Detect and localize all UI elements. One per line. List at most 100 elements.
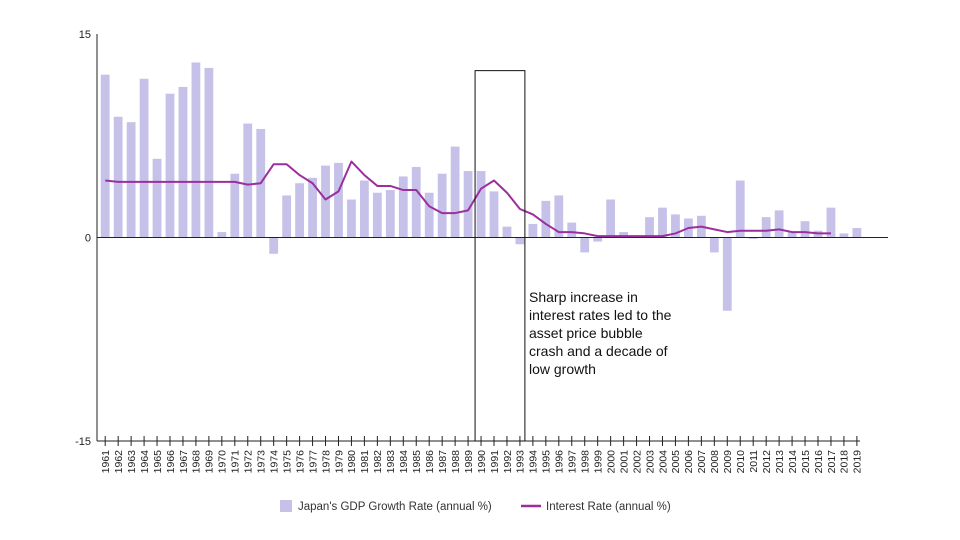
annotation-line-2: interest rates led to the — [529, 307, 672, 323]
x-tick-label-1964: 1964 — [139, 450, 151, 474]
x-tick-label-1968: 1968 — [191, 450, 203, 474]
x-tick-label-1972: 1972 — [243, 450, 255, 474]
gdp-bar-1980 — [347, 199, 356, 238]
gdp-bar-1999 — [593, 237, 603, 242]
x-tick-label-1988: 1988 — [450, 450, 462, 474]
x-tick-label-2017: 2017 — [826, 450, 838, 474]
x-tick-label-1986: 1986 — [424, 450, 436, 474]
gdp-bar-1993 — [515, 237, 525, 245]
x-tick-label-2014: 2014 — [787, 450, 799, 474]
x-tick-label-1999: 1999 — [592, 450, 604, 474]
x-tick-label-1991: 1991 — [489, 450, 501, 474]
gdp-bar-1977 — [308, 177, 317, 238]
gdp-bar-1984 — [398, 176, 408, 238]
gdp-bar-1997 — [567, 222, 577, 238]
interest-rate-line-group — [105, 160, 831, 238]
gdp-bar-1983 — [385, 190, 395, 238]
gdp-bar-2014 — [787, 232, 797, 238]
x-tick-label-1979: 1979 — [333, 450, 345, 474]
gdp-bar-1998 — [580, 237, 590, 253]
x-tick-label-1961: 1961 — [100, 450, 112, 474]
gdp-bar-1961 — [100, 74, 110, 238]
x-tick-label-1990: 1990 — [476, 450, 488, 474]
x-tick-label-2005: 2005 — [670, 450, 682, 474]
x-tick-label-2003: 2003 — [644, 450, 656, 474]
x-tick-label-2018: 2018 — [839, 450, 851, 474]
gdp-bar-1972 — [243, 123, 253, 238]
gdp-bar-1988 — [450, 146, 460, 238]
x-tick-label-2010: 2010 — [735, 450, 747, 474]
x-tick-label-1993: 1993 — [515, 450, 527, 474]
gdp-bar-1971 — [230, 173, 240, 238]
x-tick-label-1980: 1980 — [346, 450, 358, 474]
gdp-bar-2017 — [826, 207, 836, 238]
x-tick-label-1985: 1985 — [411, 450, 423, 474]
y-tick-label-0: 0 — [85, 233, 91, 245]
x-tick-label-1967: 1967 — [178, 450, 190, 474]
gdp-bar-2005 — [671, 214, 680, 238]
x-tick-label-2000: 2000 — [605, 450, 617, 474]
gdp-bar-1982 — [372, 192, 382, 238]
gdp-bar-2008 — [709, 237, 719, 253]
x-tick-label-1987: 1987 — [437, 450, 449, 474]
x-tick-label-2012: 2012 — [761, 450, 773, 474]
gdp-bar-1965 — [152, 158, 162, 238]
gdp-bar-1985 — [411, 166, 421, 238]
gdp-bar-2004 — [658, 207, 667, 238]
annotation-text: Sharp increase in interest rates led to t… — [529, 289, 672, 377]
gdp-bar-1996 — [554, 195, 564, 238]
gdp-bar-1966 — [165, 93, 175, 238]
x-tick-label-1994: 1994 — [528, 450, 540, 474]
x-tick-label-1983: 1983 — [385, 450, 397, 474]
x-tick-label-1992: 1992 — [502, 450, 514, 474]
gdp-bar-1963 — [126, 122, 136, 238]
gdp-bar-1974 — [269, 237, 279, 254]
x-tick-label-1969: 1969 — [204, 450, 216, 474]
legend-label-interest: Interest Rate (annual %) — [546, 501, 671, 513]
gdp-bar-1990 — [476, 171, 486, 238]
x-tick-label-1996: 1996 — [554, 450, 566, 474]
x-tick-label-1975: 1975 — [281, 450, 293, 474]
x-tick-label-1976: 1976 — [294, 450, 306, 474]
legend-label-gdp: Japan's GDP Growth Rate (annual %) — [298, 501, 492, 513]
x-tick-label-2015: 2015 — [800, 450, 812, 474]
gdp-bar-2019 — [852, 228, 862, 238]
x-tick-label-2001: 2001 — [618, 450, 630, 474]
gdp-bar-1962 — [113, 116, 123, 238]
x-tick-label-1982: 1982 — [372, 450, 384, 474]
gdp-bar-1969 — [204, 67, 214, 238]
x-tick-label-1963: 1963 — [126, 450, 138, 474]
x-tick-label-1978: 1978 — [320, 450, 332, 474]
annotation-line-4: crash and a decade of — [529, 343, 668, 359]
gdp-bar-1994 — [528, 223, 538, 238]
x-tick-label-1984: 1984 — [398, 450, 410, 474]
x-tick-label-2019: 2019 — [852, 450, 864, 474]
x-tick-label-2016: 2016 — [813, 450, 825, 474]
gdp-bar-2009 — [722, 237, 732, 311]
legend-swatch-gdp — [280, 500, 292, 512]
annotation-line-5: low growth — [529, 361, 596, 377]
gdp-bar-1970 — [217, 232, 227, 238]
x-tick-label-2009: 2009 — [722, 450, 734, 474]
gdp-bar-2012 — [761, 217, 771, 238]
x-tick-label-1977: 1977 — [307, 450, 319, 474]
gdp-bar-1978 — [321, 165, 330, 238]
interest-rate-line — [105, 160, 831, 238]
gdp-bar-1968 — [191, 62, 201, 238]
x-tick-label-1971: 1971 — [230, 450, 242, 474]
x-tick-label-1995: 1995 — [541, 450, 553, 474]
gdp-bar-1979 — [334, 162, 343, 238]
x-tick-label-2013: 2013 — [774, 450, 786, 474]
x-tick-label-1974: 1974 — [268, 450, 280, 474]
gdp-bar-2013 — [774, 210, 784, 238]
gdp-bar-2001 — [619, 232, 628, 238]
gdp-bar-1981 — [360, 180, 369, 238]
x-tick-label-1981: 1981 — [359, 450, 371, 474]
gdp-bar-2010 — [735, 180, 745, 238]
gdp-bar-1975 — [282, 195, 292, 238]
x-tick-label-1989: 1989 — [463, 450, 475, 474]
highlight-box-group — [474, 70, 526, 442]
gdp-bar-1967 — [178, 86, 188, 238]
